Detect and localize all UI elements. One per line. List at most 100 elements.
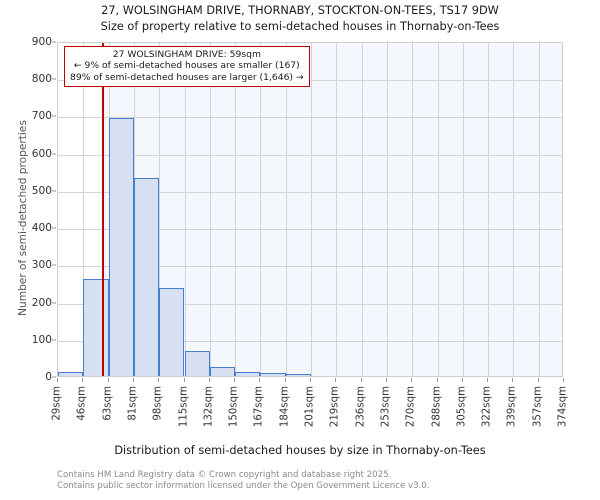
x-tick-mark-132sqm [208, 378, 210, 382]
y-tick-label-300: 300 [31, 259, 52, 272]
gridline-y-100 [58, 340, 562, 342]
footer-attribution: Contains HM Land Registry data © Crown c… [57, 470, 597, 492]
property-annotation-box: 27 WOLSINGHAM DRIVE: 59sqm ← 9% of semi-… [64, 46, 310, 88]
gridline-x-201sqm [311, 43, 312, 376]
x-tick-label-46sqm: 46sqm [76, 386, 88, 421]
chart-title-block: 27, WOLSINGHAM DRIVE, THORNABY, STOCKTON… [0, 3, 600, 35]
x-tick-label-184sqm: 184sqm [279, 386, 291, 428]
x-tick-mark-305sqm [461, 378, 463, 382]
x-tick-label-357sqm: 357sqm [532, 386, 544, 428]
x-tick-label-339sqm: 339sqm [506, 386, 518, 428]
gridline-x-322sqm [488, 43, 489, 376]
y-tick-label-600: 600 [31, 147, 52, 160]
x-tick-label-305sqm: 305sqm [456, 386, 468, 428]
y-tick-mark-900 [52, 41, 56, 43]
y-axis: Number of semi-detached properties 0 100 2… [0, 36, 56, 383]
gridline-x-288sqm [438, 43, 439, 376]
y-tick-label-900: 900 [31, 36, 52, 48]
y-tick-label-200: 200 [31, 296, 52, 309]
gridline-x-132sqm [210, 43, 211, 376]
gridline-y-700 [58, 117, 562, 119]
gridline-y-500 [58, 191, 562, 193]
bar-98sqm [159, 288, 185, 376]
gridline-x-357sqm [539, 43, 540, 376]
annotation-line-2: ← 9% of semi-detached houses are smaller… [73, 60, 300, 72]
y-tick-label-500: 500 [31, 184, 52, 197]
gridline-x-167sqm [260, 43, 261, 376]
x-tick-mark-29sqm [57, 378, 58, 382]
y-tick-mark-300 [52, 264, 56, 266]
x-tick-mark-236sqm [360, 378, 362, 382]
bar-184sqm [285, 374, 311, 376]
footer-line-2: Contains public sector information licen… [57, 481, 430, 491]
gridline-x-184sqm [286, 43, 287, 376]
y-tick-mark-100 [52, 339, 56, 341]
gridline-x-305sqm [463, 43, 464, 376]
x-tick-mark-81sqm [132, 378, 134, 382]
bar-167sqm [260, 373, 286, 376]
x-tick-label-81sqm: 81sqm [127, 386, 139, 421]
x-tick-mark-98sqm [158, 378, 160, 382]
x-tick-mark-339sqm [512, 378, 514, 382]
chart-title-line-1: 27, WOLSINGHAM DRIVE, THORNABY, STOCKTON… [101, 4, 499, 17]
x-tick-mark-167sqm [259, 378, 261, 382]
x-tick-label-288sqm: 288sqm [431, 386, 442, 428]
x-tick-mark-253sqm [385, 378, 387, 382]
annotation-line-1: 27 WOLSINGHAM DRIVE: 59sqm [112, 49, 261, 60]
y-tick-label-800: 800 [31, 73, 52, 86]
gridline-x-115sqm [185, 43, 186, 376]
gridline-x-253sqm [387, 43, 388, 376]
x-tick-mark-201sqm [310, 378, 311, 382]
gridline-x-98sqm [159, 43, 160, 376]
x-tick-mark-115sqm [183, 378, 185, 382]
gridline-y-300 [58, 266, 562, 268]
gridline-x-46sqm [83, 43, 84, 376]
y-tick-label-700: 700 [31, 110, 52, 123]
x-tick-label-236sqm: 236sqm [355, 386, 367, 428]
plot-area [57, 42, 563, 377]
gridline-y-200 [58, 303, 562, 305]
chart-title-line-2: Size of property relative to semi-detach… [100, 20, 500, 33]
x-tick-mark-357sqm [537, 378, 539, 382]
gridline-y-600 [58, 154, 562, 156]
bar-115sqm [184, 350, 210, 376]
x-tick-label-29sqm: 29sqm [51, 386, 63, 421]
y-tick-mark-600 [52, 153, 56, 155]
gridline-x-219sqm [336, 43, 337, 376]
annotation-line-3: 89% of semi-detached houses are larger (… [70, 71, 304, 83]
bar-81sqm [133, 178, 160, 376]
x-tick-label-167sqm: 167sqm [253, 386, 265, 428]
x-tick-mark-374sqm [563, 378, 564, 382]
x-axis-label: Distribution of semi-detached houses by … [114, 444, 486, 457]
y-tick-mark-200 [52, 302, 56, 304]
bar-132sqm [209, 367, 236, 376]
y-tick-label-0: 0 [45, 371, 52, 383]
y-tick-mark-700 [52, 115, 56, 117]
x-tick-mark-63sqm [107, 378, 109, 382]
x-tick-label-132sqm: 132sqm [203, 386, 215, 428]
x-tick-mark-150sqm [234, 378, 236, 382]
gridline-x-150sqm [235, 43, 236, 376]
x-tick-label-63sqm: 63sqm [102, 386, 114, 421]
gridline-y-800 [58, 80, 562, 82]
x-tick-label-322sqm: 322sqm [481, 386, 493, 428]
x-tick-mark-184sqm [284, 378, 286, 382]
x-tick-label-115sqm: 115sqm [178, 386, 189, 428]
y-tick-mark-500 [52, 190, 56, 192]
x-tick-mark-270sqm [411, 378, 413, 382]
gridline-x-339sqm [513, 43, 514, 376]
x-tick-label-201sqm: 201sqm [304, 386, 316, 428]
bar-150sqm [235, 371, 261, 376]
x-tick-label-253sqm: 253sqm [380, 386, 392, 428]
x-tick-mark-322sqm [487, 378, 489, 382]
footer-line-1: Contains HM Land Registry data © Crown c… [57, 470, 392, 480]
y-tick-mark-0 [52, 376, 56, 378]
x-tick-label-219sqm: 219sqm [329, 386, 341, 428]
y-tick-label-100: 100 [31, 333, 52, 346]
gridline-x-236sqm [362, 43, 363, 376]
x-tick-mark-288sqm [436, 378, 438, 382]
x-tick-label-374sqm: 374sqm [557, 386, 569, 428]
x-axis: 29sqm 46sqm 63sqm 81sqm 98sqm 115sqm 132sqm 150… [52, 378, 569, 440]
x-tick-label-270sqm: 270sqm [405, 386, 417, 428]
x-tick-mark-46sqm [82, 378, 84, 382]
